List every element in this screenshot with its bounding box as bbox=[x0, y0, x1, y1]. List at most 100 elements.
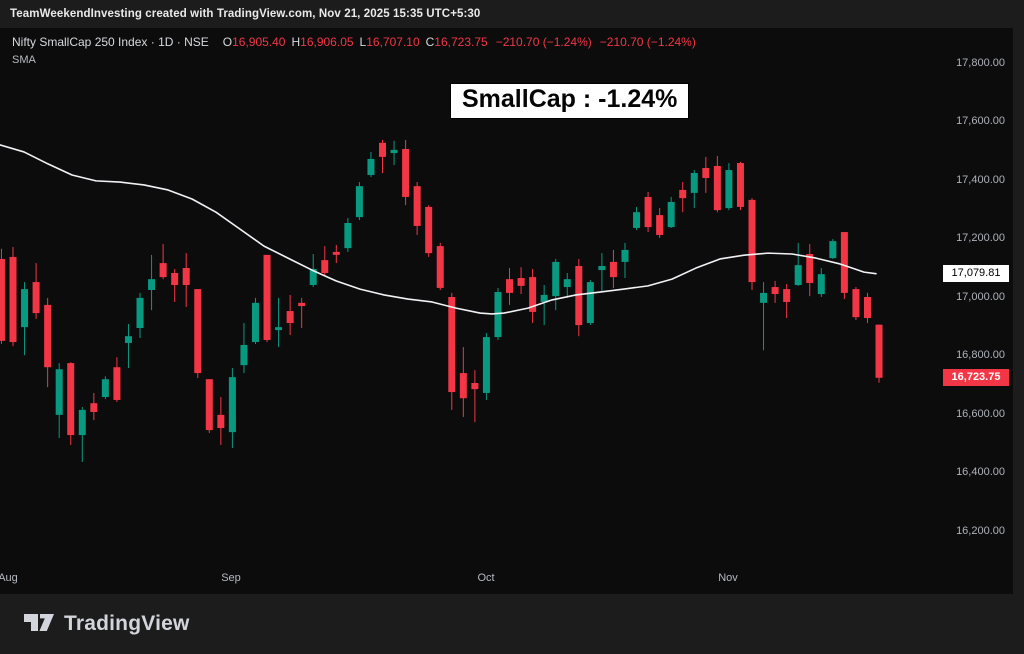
high-value: 16,906.05 bbox=[300, 35, 354, 49]
candle bbox=[529, 268, 537, 324]
change-value: −210.70 (−1.24%) bbox=[495, 35, 592, 49]
low-label: L bbox=[359, 35, 367, 49]
candle bbox=[44, 297, 52, 388]
close-label: C bbox=[425, 35, 435, 49]
candle bbox=[275, 297, 283, 348]
candle bbox=[78, 406, 86, 462]
candle bbox=[217, 397, 225, 445]
candle bbox=[148, 254, 156, 311]
candle bbox=[598, 253, 606, 293]
attribution-text: TeamWeekendInvesting created with Tradin… bbox=[10, 8, 481, 20]
price-tick-label: 16,800.00 bbox=[956, 349, 1005, 361]
candle bbox=[563, 273, 571, 298]
change-value-secondary: −210.70 (−1.24%) bbox=[599, 35, 696, 49]
candle bbox=[240, 323, 248, 374]
month-tick-label: Oct bbox=[477, 572, 495, 584]
month-tick-label: Aug bbox=[0, 572, 18, 584]
candle bbox=[667, 196, 675, 228]
smallcap-change-callout: SmallCap : -1.24% bbox=[450, 83, 690, 119]
tradingview-wordmark: TradingView bbox=[64, 612, 190, 635]
symbol-title[interactable]: Nifty SmallCap 250 Index · 1D · NSE bbox=[12, 35, 209, 49]
price-tick-label: 16,400.00 bbox=[956, 466, 1005, 478]
sma-line bbox=[0, 144, 877, 315]
price-tick-label: 17,400.00 bbox=[956, 173, 1005, 186]
candle bbox=[321, 246, 329, 276]
candle bbox=[413, 182, 421, 235]
candle bbox=[517, 267, 525, 295]
candle bbox=[263, 254, 271, 343]
candle bbox=[771, 280, 779, 303]
candle bbox=[656, 208, 664, 238]
candle bbox=[9, 246, 17, 347]
price-tick-label: 17,000.00 bbox=[956, 290, 1005, 303]
symbol-legend-row[interactable]: Nifty SmallCap 250 Index · 1D · NSE O 16,9… bbox=[12, 35, 696, 49]
candle bbox=[21, 282, 29, 356]
candle bbox=[90, 392, 98, 421]
candle bbox=[471, 370, 479, 423]
candle bbox=[829, 239, 837, 259]
candle bbox=[355, 182, 363, 221]
candle bbox=[402, 139, 410, 206]
candle bbox=[540, 285, 548, 326]
candle bbox=[286, 294, 294, 336]
open-label: O bbox=[222, 35, 233, 49]
candle bbox=[794, 242, 802, 286]
candle bbox=[713, 156, 721, 213]
time-axis[interactable]: Aug Sep Oct Nov bbox=[0, 572, 940, 586]
candle bbox=[159, 244, 167, 280]
candle bbox=[748, 198, 756, 290]
price-tick-label: 17,800.00 bbox=[956, 56, 1005, 69]
month-tick-label: Nov bbox=[718, 572, 738, 584]
price-tick-label: 16,600.00 bbox=[956, 407, 1005, 420]
low-value: 16,707.10 bbox=[366, 35, 420, 49]
tradingview-logo-icon bbox=[22, 608, 56, 641]
candle bbox=[171, 268, 179, 302]
candle bbox=[459, 347, 467, 417]
candle bbox=[679, 182, 687, 213]
candle bbox=[390, 140, 398, 166]
candle bbox=[690, 170, 698, 209]
candle bbox=[575, 258, 583, 337]
candle bbox=[506, 268, 514, 305]
candle bbox=[32, 263, 40, 319]
sma-indicator-label[interactable]: SMA bbox=[12, 54, 36, 66]
candle bbox=[633, 206, 641, 231]
chart-legend: Nifty SmallCap 250 Index · 1D · NSE O 16,9… bbox=[12, 35, 696, 66]
candle bbox=[863, 292, 871, 324]
tradingview-logo[interactable]: TradingView bbox=[22, 608, 190, 641]
candle bbox=[621, 242, 629, 278]
candle bbox=[0, 248, 5, 344]
candle bbox=[425, 205, 433, 257]
candle bbox=[55, 363, 63, 438]
candle bbox=[760, 282, 768, 351]
price-axis[interactable]: 17,800.00 17,600.00 17,400.00 17,200.00 17,0… bbox=[940, 28, 1013, 594]
price-tick-label: 16,200.00 bbox=[956, 524, 1005, 537]
candle bbox=[228, 368, 236, 448]
candle bbox=[736, 161, 744, 211]
candle bbox=[379, 139, 386, 173]
indicator-legend-row[interactable]: SMA bbox=[12, 54, 696, 66]
candle bbox=[482, 332, 490, 400]
price-tick-label: 17,200.00 bbox=[956, 232, 1005, 244]
price-tick-label: 17,600.00 bbox=[956, 115, 1005, 127]
candle bbox=[806, 244, 814, 297]
candle bbox=[113, 357, 121, 402]
candle bbox=[251, 297, 259, 345]
footer-bar: TradingView bbox=[0, 594, 1024, 654]
candle bbox=[783, 284, 791, 319]
candlestick-chart[interactable] bbox=[0, 28, 1013, 594]
candle bbox=[586, 280, 594, 326]
candle bbox=[609, 249, 617, 288]
candle bbox=[194, 289, 202, 379]
candle bbox=[702, 156, 710, 193]
candle bbox=[448, 292, 456, 410]
month-tick-label: Sep bbox=[221, 572, 241, 584]
candle bbox=[136, 292, 144, 338]
last-price-box: 16,723.75 bbox=[943, 369, 1009, 387]
candle bbox=[367, 151, 375, 178]
candle bbox=[644, 191, 652, 233]
candle bbox=[344, 218, 352, 252]
candle bbox=[67, 362, 75, 446]
high-label: H bbox=[291, 35, 301, 49]
